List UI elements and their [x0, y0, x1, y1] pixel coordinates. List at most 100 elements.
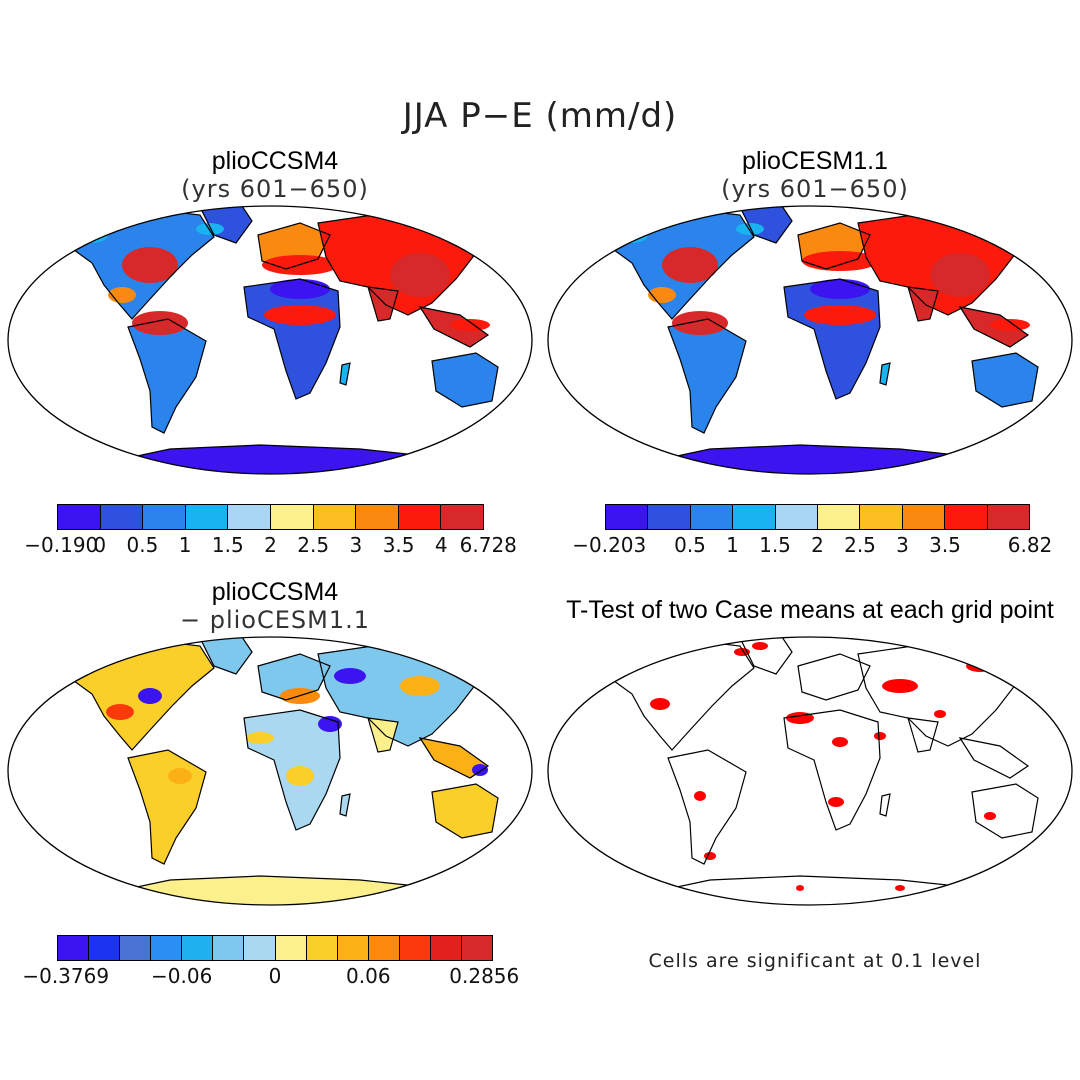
land-fill-madagascar	[880, 363, 890, 385]
map-region-highlight	[246, 732, 274, 744]
coastline-africa	[243, 709, 341, 831]
map-region-highlight	[444, 658, 476, 674]
map-region-highlight	[106, 704, 134, 720]
coastline-seAsia	[958, 306, 1030, 348]
colorbar-swatch	[58, 505, 101, 529]
colorbar-swatch	[306, 936, 338, 960]
coastline-madagascar	[879, 793, 891, 817]
map-region-highlight	[752, 642, 768, 650]
colorbar-tick-label: 0.5	[674, 533, 706, 557]
coastline-africa	[243, 278, 341, 400]
colorbar-tick-label: −0.3769	[22, 964, 110, 988]
colorbar-tick-label: −0.06	[151, 964, 213, 988]
colorbar-tick-label: 4	[434, 533, 448, 557]
land-fill-australia	[432, 784, 498, 838]
coastline-africa	[783, 709, 881, 831]
land-fill-africa	[784, 710, 880, 830]
coastline-southAmerica	[127, 749, 207, 865]
colorbar-swatch	[100, 505, 144, 529]
colorbar-swatch	[185, 505, 229, 529]
map-region-highlight	[132, 311, 188, 335]
map-region-highlight	[662, 247, 718, 283]
colorbar-swatch	[313, 505, 357, 529]
map-boundary	[547, 636, 1073, 906]
map-content	[46, 206, 499, 474]
coastline-greenland	[199, 637, 253, 675]
colorbar-swatch	[398, 505, 442, 529]
map-region-highlight	[984, 812, 996, 820]
map-panel-difference	[7, 636, 533, 906]
map-region-highlight	[934, 710, 946, 718]
map-panel-ccsm4	[7, 205, 533, 475]
colorbar-swatch	[368, 936, 400, 960]
colorbar-swatch	[606, 505, 649, 529]
map-region-highlight	[450, 319, 490, 331]
colorbar-swatch	[337, 936, 369, 960]
coastline-southAmerica	[667, 749, 747, 865]
coastline-australia	[971, 783, 1039, 839]
colorbar-swatch	[902, 505, 946, 529]
land-fill-madagascar	[340, 794, 350, 816]
map-region-highlight	[138, 688, 162, 704]
land-fill-asia	[858, 642, 1016, 746]
map-region-highlight	[694, 791, 706, 801]
panel2-subtitle: (yrs 601−650)	[721, 175, 909, 203]
map-region-highlight	[286, 766, 314, 786]
colorbar-swatch	[120, 936, 152, 960]
coastline-seAsia	[418, 737, 490, 779]
colorbar-swatch	[399, 936, 431, 960]
colorbar-swatch	[270, 505, 314, 529]
map-region-highlight	[122, 247, 178, 283]
map-content	[586, 206, 1039, 474]
panel3-title: plioCCSM4	[211, 578, 339, 606]
colorbar-difference	[57, 935, 493, 961]
map-content	[46, 637, 499, 905]
colorbar-tick-label: 1.5	[211, 533, 244, 557]
map-boundary	[547, 205, 1073, 475]
coastline-seAsia	[418, 306, 490, 348]
land-fill-southAmerica	[128, 750, 206, 864]
colorbar-swatch	[775, 505, 819, 529]
coastline-seAsia	[958, 737, 1030, 779]
colorbar-swatch	[89, 936, 121, 960]
map-region-highlight	[196, 223, 224, 235]
colorbar-tick-label: 3.5	[382, 533, 415, 557]
map-region-highlight	[966, 660, 994, 672]
colorbar-tick-label: 3.5	[929, 533, 961, 557]
coastline-europe	[257, 222, 331, 270]
colorbar-swatch	[945, 505, 988, 529]
colorbar-ccsm4	[57, 504, 484, 530]
coastline-antarctica	[99, 444, 441, 474]
colorbar-tick-label: 2	[811, 533, 824, 557]
coastline-antarctica	[639, 444, 981, 474]
land-fill-australia	[972, 353, 1038, 407]
coastline-antarctica	[639, 875, 981, 905]
colorbar-tick-label: 0.06	[346, 964, 391, 988]
coastline-europe	[797, 653, 871, 701]
map-region-highlight	[472, 764, 488, 776]
coastline-madagascar	[339, 362, 351, 386]
colorbar-swatch	[182, 936, 214, 960]
map-region-highlight	[168, 768, 192, 784]
coastline-madagascar	[339, 793, 351, 817]
map-region-highlight	[672, 311, 728, 335]
coastline-india	[367, 286, 399, 322]
colorbar-cesm11	[605, 504, 1030, 530]
colorbar-swatch	[733, 505, 776, 529]
colorbar-swatch	[58, 936, 90, 960]
map-boundary	[7, 636, 533, 906]
coastline-southAmerica	[667, 318, 747, 434]
coastline-india	[907, 286, 939, 322]
map-region-highlight	[895, 885, 905, 891]
colorbar-swatch	[143, 505, 186, 529]
colorbar-swatch	[213, 936, 245, 960]
map-region-highlight	[802, 251, 878, 271]
land-fill-europe	[258, 654, 330, 700]
map-region-highlight	[882, 679, 918, 693]
colorbar-tick-label: 2.5	[297, 533, 330, 557]
map-region-highlight	[828, 797, 844, 807]
colorbar-tick-label: −0.190	[24, 533, 99, 557]
map-region-highlight	[76, 227, 108, 243]
colorbar-tick-label: 0	[93, 533, 107, 557]
land-fill-madagascar	[880, 794, 890, 816]
